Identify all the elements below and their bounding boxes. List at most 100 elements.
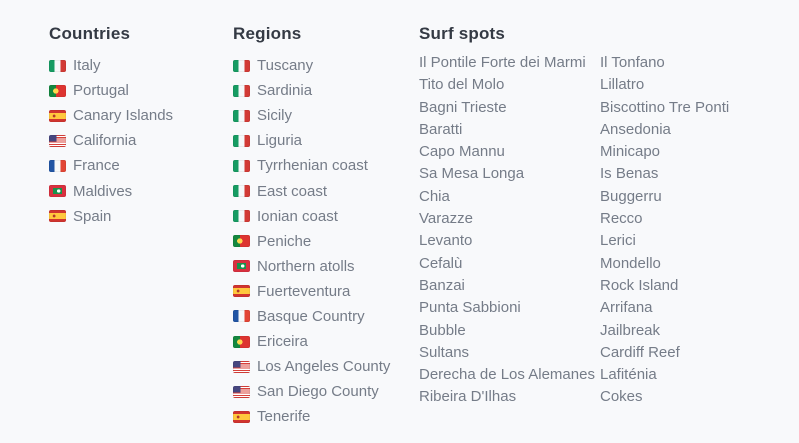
country-label: Portugal: [73, 82, 129, 100]
country-link[interactable]: Spain: [49, 204, 173, 229]
surf-spot-link[interactable]: Banzai: [419, 276, 465, 294]
surf-spot-link[interactable]: Lerici: [600, 232, 636, 250]
surf-spot-link[interactable]: Chia: [419, 187, 450, 205]
surf-spot-link[interactable]: Capo Mannu: [419, 143, 505, 161]
portugal-flag-icon: [233, 235, 250, 248]
surf-spot-link[interactable]: Punta Sabbioni: [419, 299, 521, 317]
regions-heading: Regions: [233, 24, 302, 43]
surf-spot-link[interactable]: Sultans: [419, 343, 470, 361]
country-label: Spain: [73, 207, 112, 225]
surf-spots-list-2: Il Tonfano Lillatro Biscottino Tre Ponti…: [600, 52, 781, 409]
region-label: Fuerteventura: [257, 282, 351, 300]
region-link[interactable]: Tyrrhenian coast: [233, 153, 390, 178]
surf-spot-link[interactable]: Ansedonia: [600, 120, 671, 138]
surf-spot-link[interactable]: Cokes: [600, 388, 643, 406]
region-link[interactable]: Sardinia: [233, 78, 390, 103]
italy-flag-icon: [233, 159, 250, 172]
region-label: East coast: [257, 182, 328, 200]
surf-spot-link[interactable]: Il Tonfano: [600, 54, 665, 71]
country-link[interactable]: Portugal: [49, 78, 173, 103]
country-link[interactable]: Maldives: [49, 178, 173, 203]
regions-list: Tuscany Sardinia Sicily Liguria Tyrrheni…: [233, 53, 390, 429]
usa-flag-icon: [233, 360, 250, 373]
surf-spot-link[interactable]: Is Benas: [600, 165, 659, 183]
surf-spot-link[interactable]: Ribeira D'Ilhas: [419, 388, 517, 406]
surf-spot-link[interactable]: Bubble: [419, 321, 466, 339]
region-label: Sicily: [257, 107, 293, 125]
surf-spots-heading: Surf spots: [419, 24, 506, 43]
region-link[interactable]: Tenerife: [233, 404, 390, 429]
region-link[interactable]: Fuerteventura: [233, 279, 390, 304]
surf-spots-lists: Il Pontile Forte dei Marmi Tito del Molo…: [419, 52, 781, 409]
region-link[interactable]: East coast: [233, 178, 390, 203]
surf-spot-link[interactable]: Lafiténia: [600, 366, 657, 384]
france-flag-icon: [233, 310, 250, 323]
surf-spot-link[interactable]: Jailbreak: [600, 321, 661, 339]
maldives-flag-icon: [49, 185, 66, 198]
italy-flag-icon: [233, 59, 250, 72]
surf-spot-link[interactable]: Mondello: [600, 254, 661, 272]
spain-flag-icon: [49, 210, 66, 223]
region-link[interactable]: San Diego County: [233, 379, 390, 404]
usa-flag-icon: [233, 385, 250, 398]
region-link[interactable]: Liguria: [233, 128, 390, 153]
countries-list: Italy Portugal Canary Islands California…: [49, 53, 173, 229]
region-link[interactable]: Sicily: [233, 103, 390, 128]
country-label: France: [73, 157, 120, 175]
country-label: California: [73, 132, 137, 150]
italy-flag-icon: [233, 185, 250, 198]
surf-spot-link[interactable]: Tito del Molo: [419, 76, 505, 94]
country-link[interactable]: France: [49, 153, 173, 178]
region-link[interactable]: Ericeira: [233, 329, 390, 354]
italy-flag-icon: [233, 109, 250, 122]
region-link[interactable]: Peniche: [233, 229, 390, 254]
country-label: Maldives: [73, 182, 133, 200]
surf-spot-link[interactable]: Minicapo: [600, 143, 661, 161]
surf-spot-link[interactable]: Varazze: [419, 210, 473, 228]
surf-spot-link[interactable]: Il Pontile Forte dei Marmi: [419, 54, 586, 71]
italy-flag-icon: [233, 84, 250, 97]
surf-spot-link[interactable]: Bagni Trieste: [419, 98, 507, 116]
region-label: Ionian coast: [257, 207, 338, 225]
surf-spot-link[interactable]: Cefalù: [419, 254, 463, 272]
surf-spots-list-1: Il Pontile Forte dei Marmi Tito del Molo…: [419, 52, 600, 409]
region-link[interactable]: Tuscany: [233, 53, 390, 78]
surf-spot-link[interactable]: Recco: [600, 210, 643, 228]
surf-spot-link[interactable]: Buggerru: [600, 187, 662, 205]
region-label: Sardinia: [257, 82, 313, 100]
country-link[interactable]: Italy: [49, 53, 173, 78]
region-link[interactable]: Northern atolls: [233, 254, 390, 279]
region-label: Tuscany: [257, 57, 314, 75]
region-link[interactable]: Ionian coast: [233, 204, 390, 229]
france-flag-icon: [49, 159, 66, 172]
region-link[interactable]: Los Angeles County: [233, 354, 390, 379]
countries-column: Countries Italy Portugal Canary Islands …: [49, 24, 173, 229]
usa-flag-icon: [49, 134, 66, 147]
spain-flag-icon: [233, 410, 250, 423]
region-label: Northern atolls: [257, 257, 355, 275]
country-label: Italy: [73, 57, 101, 75]
maldives-flag-icon: [233, 260, 250, 273]
surf-spot-link[interactable]: Levanto: [419, 232, 473, 250]
surf-spot-link[interactable]: Sa Mesa Longa: [419, 165, 525, 183]
italy-flag-icon: [49, 59, 66, 72]
region-label: Ericeira: [257, 333, 308, 351]
surf-spot-link[interactable]: Derecha de Los Alemanes: [419, 366, 595, 384]
region-link[interactable]: Basque Country: [233, 304, 390, 329]
italy-flag-icon: [233, 134, 250, 147]
portugal-flag-icon: [49, 84, 66, 97]
surf-spot-link[interactable]: Biscottino Tre Ponti: [600, 98, 730, 116]
region-label: Tyrrhenian coast: [257, 157, 368, 175]
spain-flag-icon: [233, 285, 250, 298]
surf-spot-link[interactable]: Rock Island: [600, 276, 679, 294]
surf-spot-link[interactable]: Lillatro: [600, 76, 645, 94]
regions-column: Regions Tuscany Sardinia Sicily Liguria: [233, 24, 390, 429]
portugal-flag-icon: [233, 335, 250, 348]
country-link[interactable]: Canary Islands: [49, 103, 173, 128]
surf-spot-link[interactable]: Cardiff Reef: [600, 343, 680, 361]
region-label: Basque Country: [257, 307, 365, 325]
surf-spot-link[interactable]: Arrifana: [600, 299, 653, 317]
country-link[interactable]: California: [49, 128, 173, 153]
countries-heading: Countries: [49, 24, 131, 43]
surf-spot-link[interactable]: Baratti: [419, 120, 463, 138]
